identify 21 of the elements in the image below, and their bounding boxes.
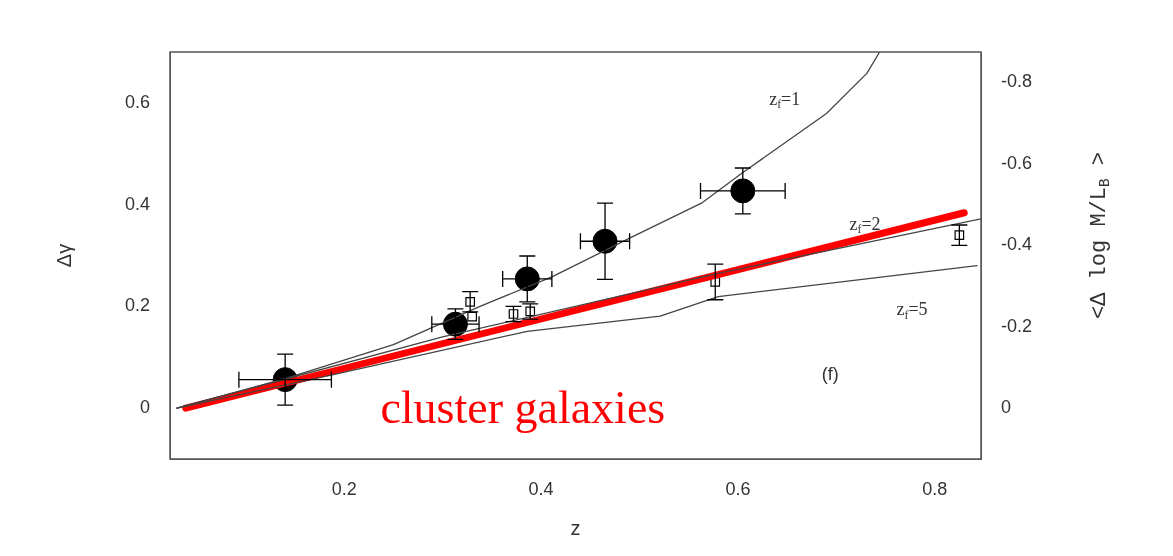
point	[467, 311, 477, 322]
y2-tick-label: -0.8	[1001, 71, 1033, 92]
y2-tick-label: -0.4	[1001, 234, 1033, 255]
x-axis-title: z	[570, 516, 581, 539]
y-tick-label: 0.2	[124, 295, 150, 316]
x-tick-label: 0.2	[331, 478, 357, 499]
point	[465, 296, 476, 307]
annotation: (f)	[821, 364, 839, 385]
x-tick-label: 0.8	[922, 478, 948, 499]
y-tick-label: 0	[139, 397, 150, 418]
y2-axis-title: <Δ log M/LB >	[1086, 152, 1114, 319]
x-tick-label: 0.4	[528, 478, 554, 499]
y2-tick-label: 0	[1001, 397, 1012, 418]
y2-tick-label: -0.2	[1001, 315, 1033, 336]
y-axis-title: Δγ	[52, 243, 75, 268]
x-tick-label: 0.6	[725, 478, 751, 499]
point	[954, 230, 965, 240]
y-tick-label: 0.4	[124, 193, 150, 214]
y2-tick-label: -0.6	[1001, 152, 1033, 173]
y-tick-label: 0.6	[124, 91, 150, 112]
series-label: cluster galaxies	[380, 382, 666, 434]
